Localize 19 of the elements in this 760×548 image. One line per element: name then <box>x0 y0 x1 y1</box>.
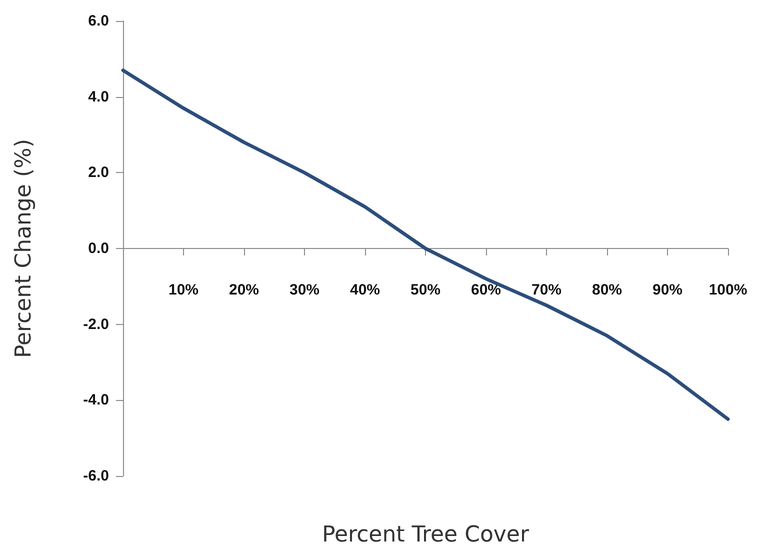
x-tick-label: 80% <box>592 282 622 298</box>
y-tick-label: 0.0 <box>88 240 109 257</box>
y-tick-label: 2.0 <box>88 164 109 182</box>
x-tick-label: 50% <box>410 282 441 298</box>
y-tick-label: -6.0 <box>83 468 109 484</box>
y-tick-label: -2.0 <box>83 316 109 333</box>
x-tick-label: 70% <box>531 282 562 298</box>
x-tick-label: 90% <box>652 282 683 298</box>
x-tick-label: 40% <box>350 282 380 298</box>
y-tick-label: 6.0 <box>88 12 109 30</box>
y-tick-label: 4.0 <box>88 88 109 106</box>
y-tick-label: -4.0 <box>83 392 109 409</box>
x-tick-label: 10% <box>168 282 199 298</box>
x-tick-label: 30% <box>289 282 320 298</box>
x-tick-label: 20% <box>228 282 260 298</box>
x-axis-title: Percent Tree Cover <box>322 522 530 548</box>
y-axis-title: Percent Change (%) <box>12 138 36 358</box>
x-tick-label: 60% <box>470 282 502 298</box>
x-tick-label: 100% <box>708 282 748 298</box>
